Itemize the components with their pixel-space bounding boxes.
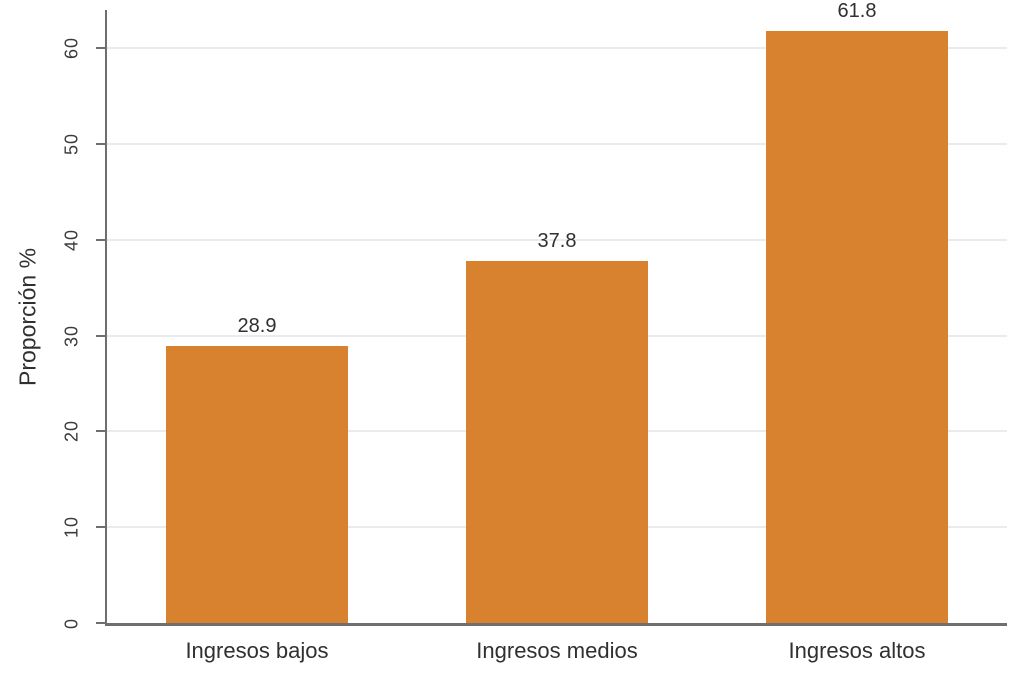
y-tick-mark-50 bbox=[96, 143, 107, 146]
bar-value-label-2: 37.8 bbox=[537, 229, 577, 252]
x-tick-label-1: Ingresos bajos bbox=[185, 638, 329, 663]
y-tick-label-30: 30 bbox=[61, 324, 82, 347]
y-tick-label-50: 50 bbox=[61, 133, 82, 156]
bar-value-label-3: 61.8 bbox=[837, 0, 877, 23]
y-tick-mark-40 bbox=[96, 238, 107, 241]
y-axis-title: Proporción % bbox=[14, 247, 41, 386]
gridline-y60 bbox=[107, 47, 1007, 50]
bar-1 bbox=[165, 346, 349, 623]
y-tick-label-40: 40 bbox=[61, 228, 82, 251]
y-tick-mark-30 bbox=[96, 334, 107, 337]
bar-2 bbox=[465, 260, 649, 623]
y-tick-mark-10 bbox=[96, 526, 107, 529]
y-tick-label-0: 0 bbox=[61, 617, 82, 629]
y-tick-label-60: 60 bbox=[61, 37, 82, 60]
x-tick-label-3: Ingresos altos bbox=[788, 638, 926, 663]
plot-area: 0 10 20 30 40 50 60 28.9 Ingresos bajos 37.8 Ingre… bbox=[62, 0, 1007, 663]
gridline-y50 bbox=[107, 143, 1007, 146]
y-tick-mark-60 bbox=[96, 47, 107, 50]
bar-value-label-1: 28.9 bbox=[237, 315, 277, 338]
y-tick-label-10: 10 bbox=[61, 516, 82, 539]
y-tick-mark-20 bbox=[96, 430, 107, 433]
y-tick-mark-0 bbox=[96, 622, 107, 624]
x-tick-label-2: Ingresos medios bbox=[476, 638, 638, 663]
gridline-y40 bbox=[107, 238, 1007, 241]
y-tick-label-20: 20 bbox=[61, 420, 82, 443]
bar-3 bbox=[765, 31, 949, 623]
